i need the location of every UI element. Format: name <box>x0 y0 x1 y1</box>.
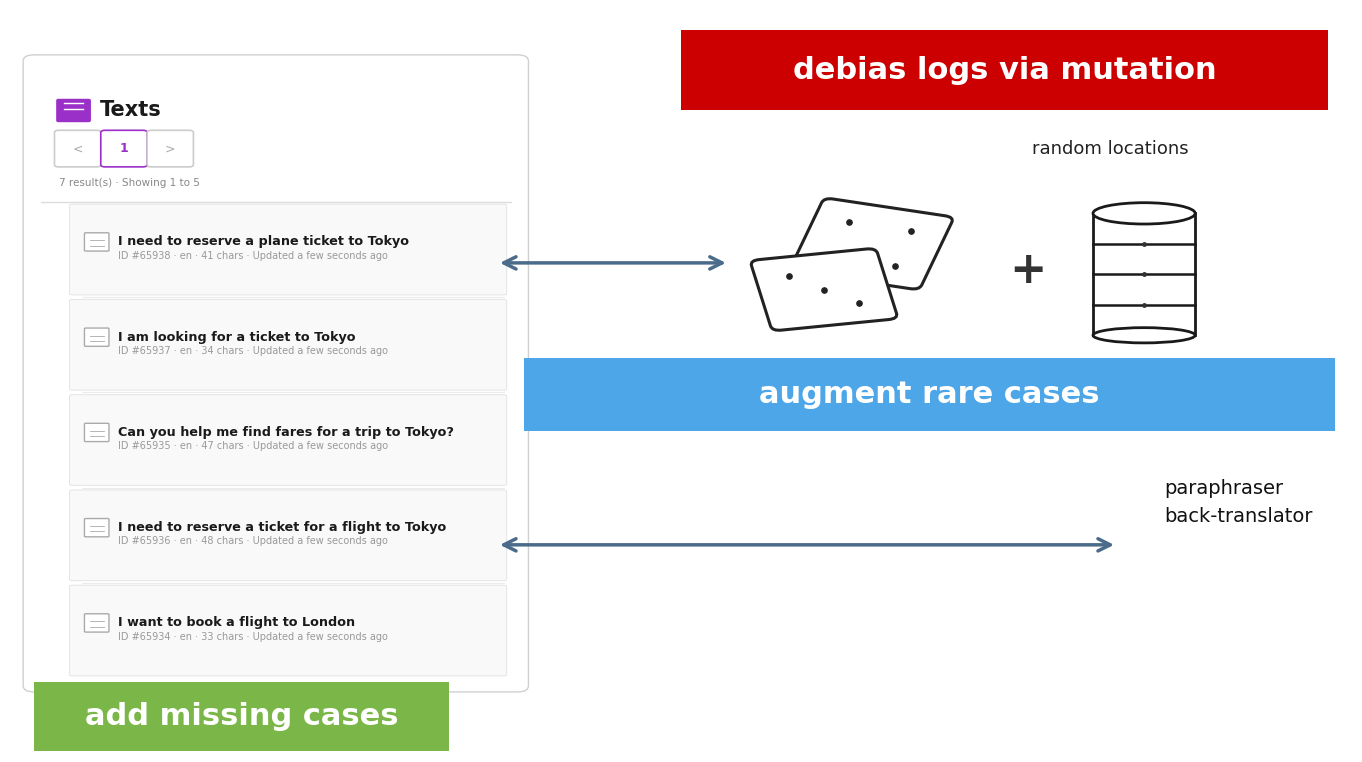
FancyBboxPatch shape <box>69 490 507 581</box>
Text: augment rare cases: augment rare cases <box>759 379 1100 409</box>
Text: I want to book a flight to London: I want to book a flight to London <box>118 616 355 629</box>
Text: ID #65937 · en · 34 chars · Updated a few seconds ago: ID #65937 · en · 34 chars · Updated a fe… <box>118 346 388 356</box>
Text: >: > <box>165 142 176 155</box>
Text: ID #65935 · en · 47 chars · Updated a few seconds ago: ID #65935 · en · 47 chars · Updated a fe… <box>118 441 388 451</box>
FancyBboxPatch shape <box>84 614 109 632</box>
Ellipse shape <box>1092 203 1196 224</box>
Text: debias logs via mutation: debias logs via mutation <box>793 56 1216 85</box>
FancyBboxPatch shape <box>57 100 90 121</box>
FancyBboxPatch shape <box>84 328 109 347</box>
Text: +: + <box>1009 249 1047 292</box>
FancyBboxPatch shape <box>1092 213 1196 335</box>
Text: 7 result(s) · Showing 1 to 5: 7 result(s) · Showing 1 to 5 <box>59 178 199 188</box>
Text: ID #65936 · en · 48 chars · Updated a few seconds ago: ID #65936 · en · 48 chars · Updated a fe… <box>118 536 388 546</box>
FancyBboxPatch shape <box>34 682 449 751</box>
Text: paraphraser
back-translator: paraphraser back-translator <box>1165 479 1313 527</box>
Text: random locations: random locations <box>1032 139 1188 158</box>
Text: I am looking for a ticket to Tokyo: I am looking for a ticket to Tokyo <box>118 331 355 344</box>
Text: Texts: Texts <box>99 100 161 120</box>
Ellipse shape <box>1092 328 1196 343</box>
FancyBboxPatch shape <box>23 55 528 692</box>
FancyBboxPatch shape <box>84 518 109 536</box>
FancyBboxPatch shape <box>524 358 1335 431</box>
FancyBboxPatch shape <box>69 395 507 485</box>
Text: 1: 1 <box>120 142 128 155</box>
FancyBboxPatch shape <box>84 424 109 442</box>
Text: add missing cases: add missing cases <box>84 702 399 731</box>
FancyBboxPatch shape <box>84 233 109 251</box>
Text: ID #65938 · en · 41 chars · Updated a few seconds ago: ID #65938 · en · 41 chars · Updated a fe… <box>118 251 388 261</box>
FancyBboxPatch shape <box>752 249 896 330</box>
Text: I need to reserve a plane ticket to Tokyo: I need to reserve a plane ticket to Toky… <box>118 235 410 248</box>
Text: <: < <box>72 142 83 155</box>
FancyBboxPatch shape <box>69 585 507 676</box>
Text: Can you help me find fares for a trip to Tokyo?: Can you help me find fares for a trip to… <box>118 426 455 439</box>
FancyBboxPatch shape <box>681 30 1328 110</box>
FancyBboxPatch shape <box>791 199 952 289</box>
FancyBboxPatch shape <box>54 130 101 167</box>
FancyBboxPatch shape <box>69 204 507 295</box>
Text: I need to reserve a ticket for a flight to Tokyo: I need to reserve a ticket for a flight … <box>118 521 447 534</box>
FancyBboxPatch shape <box>69 299 507 390</box>
Text: ID #65934 · en · 33 chars · Updated a few seconds ago: ID #65934 · en · 33 chars · Updated a fe… <box>118 632 388 642</box>
FancyBboxPatch shape <box>147 130 193 167</box>
FancyBboxPatch shape <box>101 130 147 167</box>
